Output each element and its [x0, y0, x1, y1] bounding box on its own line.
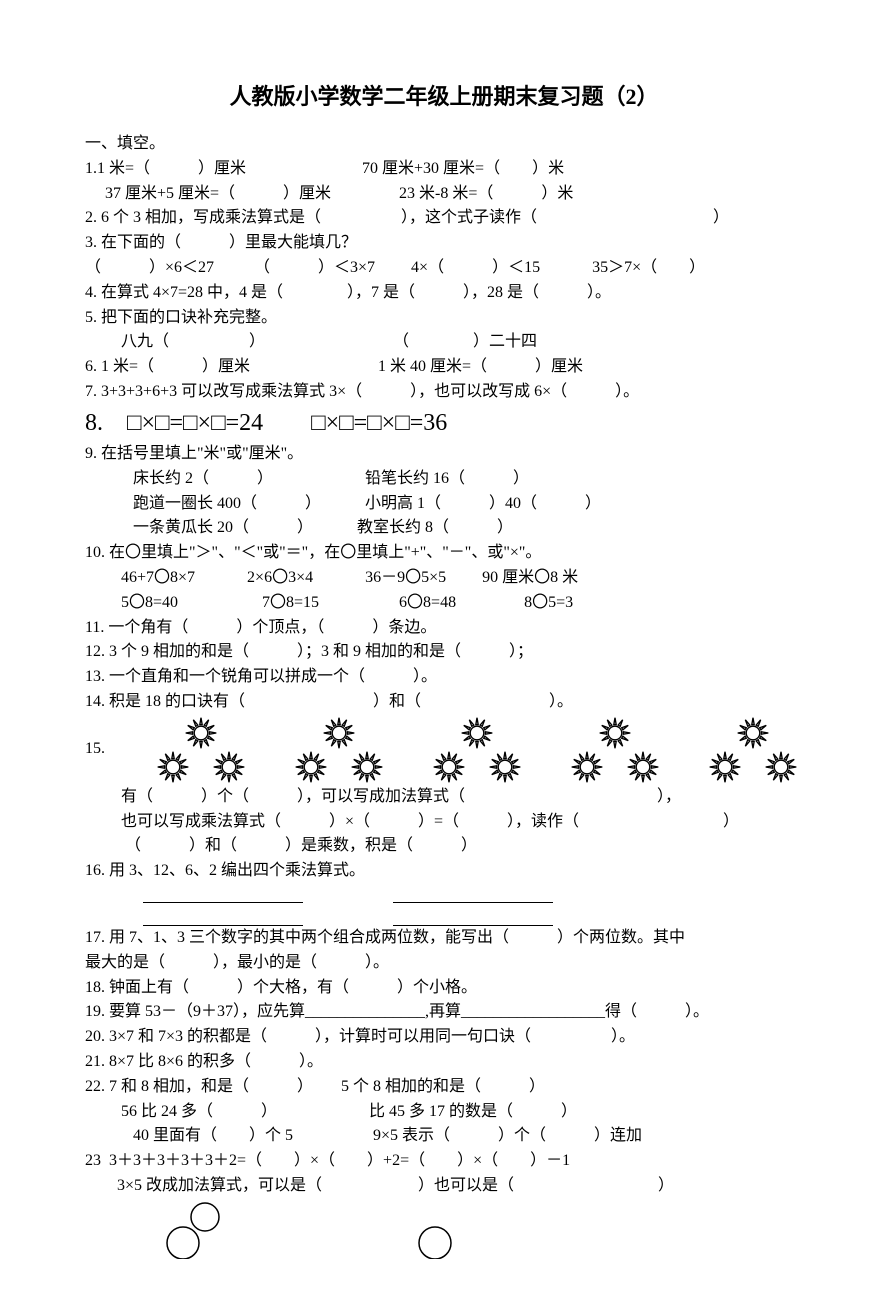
q4-line: 4. 在算式 4×7=28 中，4 是（ ），7 是（ ），28 是（ ）。 [85, 281, 803, 306]
q9-line-a: 9. 在括号里填上"米"或"厘米"。 [85, 442, 803, 467]
q10-line-b: 46+7〇8×7 2×6〇3×4 36－9〇5×5 90 厘米〇8 米 [85, 566, 803, 591]
q7-line: 7. 3+3+3+6+3 可以改写成乘法算式 3×（ ），也可以改写成 6×（ … [85, 380, 803, 405]
q10-line-a: 10. 在〇里填上"＞"、"＜"或"＝"，在〇里填上"+"、"－"、或"×"。 [85, 541, 803, 566]
sun-icon [350, 750, 384, 784]
sun-icon [598, 716, 632, 750]
sun-icon [708, 750, 742, 784]
sun-row [105, 735, 819, 765]
sun-icon [736, 716, 770, 750]
sun-icon [488, 750, 522, 784]
q1-line-b: 37 厘米+5 厘米=（ ）厘米 23 米-8 米=（ ）米 [85, 182, 803, 207]
q15-label: 15. [85, 737, 105, 762]
q3-line-a: 3. 在下面的（ ）里最大能填几？ [85, 231, 803, 256]
sun-group [549, 716, 681, 784]
sun-icon [322, 716, 356, 750]
q19-line: 19. 要算 53－（9＋37），应先算_______________,再算__… [85, 1000, 803, 1025]
q6-line: 6. 1 米=（ ）厘米 1 米 40 厘米=（ ）厘米 [85, 355, 803, 380]
section-heading: 一、填空。 [85, 132, 803, 157]
sun-icon [432, 750, 466, 784]
sun-icon [294, 750, 328, 784]
circle-icon-group [145, 1199, 545, 1259]
sun-icon [460, 716, 494, 750]
q3-line-b: （ ）×6＜27 （ ）＜3×7 4×（ ）＜15 35＞7×（ ） [85, 256, 803, 281]
q15-line-b: 也可以写成乘法算式（ ）×（ ）=（ ），读作（ ） [85, 810, 803, 835]
sun-group [273, 716, 405, 784]
q9-line-d: 一条黄瓜长 20（ ） 教室长约 8（ ） [85, 516, 803, 541]
q15-line-a: 有（ ）个（ ），可以写成加法算式（ ）， [85, 785, 803, 810]
q23-line-b: 3×5 改成加法算式，可以是（ ）也可以是（ ） [85, 1174, 803, 1199]
q1-line-a: 1.1 米=（ ）厘米 70 厘米+30 厘米=（ ）米 [85, 157, 803, 182]
q10-line-c: 5〇8=40 7〇8=15 6〇8=48 8〇5=3 [85, 591, 803, 616]
q20-line: 20. 3×7 和 7×3 的积都是（ ），计算时可以用同一句口诀（ ）。 [85, 1025, 803, 1050]
q9-line-b: 床长约 2（ ） 铅笔长约 16（ ） [85, 467, 803, 492]
q9-line-c: 跑道一圈长 400（ ） 小明高 1（ ）40（ ） [85, 492, 803, 517]
q22-line-a: 22. 7 和 8 相加，和是（ ） 5 个 8 相加的和是（ ） [85, 1075, 803, 1100]
sun-group [687, 716, 819, 784]
q12-line: 12. 3 个 9 相加的和是（ ）；3 和 9 相加的和是（ ）； [85, 640, 803, 665]
q14-line: 14. 积是 18 的口诀有（ ）和（ ）。 [85, 690, 803, 715]
sun-group [411, 716, 543, 784]
sun-icon [570, 750, 604, 784]
q16-blanks-row2 [85, 911, 803, 926]
q8-line: 8. □×□=□×□=24 □×□=□×□=36 [85, 405, 803, 442]
blank-line [393, 911, 553, 926]
q5-line-b: 八九（ ） （ ）二十四 [85, 330, 803, 355]
q22-line-c: 40 里面有（ ）个 5 9×5 表示（ ）个（ ）连加 [85, 1124, 803, 1149]
sun-icon [184, 716, 218, 750]
sun-icon [212, 750, 246, 784]
q2-line: 2. 6 个 3 相加，写成乘法算式是（ ），这个式子读作（ ） [85, 206, 803, 231]
q11-line: 11. 一个角有（ ）个顶点，（ ）条边。 [85, 616, 803, 641]
page-title: 人教版小学数学二年级上册期末复习题（2） [85, 80, 803, 114]
sun-icon [626, 750, 660, 784]
blank-line [393, 888, 553, 903]
q17-line-a: 17. 用 7、1、3 三个数字的其中两个组合成两位数，能写出（ ）个两位数。其… [85, 926, 803, 951]
q15-line-c: （ ）和（ ）是乘数，积是（ ） [85, 834, 803, 859]
blank-line [143, 911, 303, 926]
blank-line [143, 888, 303, 903]
sun-group [135, 716, 267, 784]
worksheet-page: 人教版小学数学二年级上册期末复习题（2） 一、填空。 1.1 米=（ ）厘米 7… [0, 0, 888, 1299]
q17-line-b: 最大的是（ ），最小的是（ ）。 [85, 951, 803, 976]
q21-line: 21. 8×7 比 8×6 的积多（ ）。 [85, 1050, 803, 1075]
q15-figure: 15. [85, 715, 803, 785]
q16-blanks-row1 [85, 888, 803, 903]
q23-line-a: 23 3＋3＋3＋3＋3＋2=（ ）×（ ）+2=（ ）×（ ）－1 [85, 1149, 803, 1174]
sun-icon [156, 750, 190, 784]
sun-icon [764, 750, 798, 784]
q5-line-a: 5. 把下面的口诀补充完整。 [85, 306, 803, 331]
q13-line: 13. 一个直角和一个锐角可以拼成一个（ ）。 [85, 665, 803, 690]
q16-line: 16. 用 3、12、6、2 编出四个乘法算式。 [85, 859, 803, 884]
circles-figure [85, 1199, 803, 1259]
q22-line-b: 56 比 24 多（ ） 比 45 多 17 的数是（ ） [85, 1100, 803, 1125]
q18-line: 18. 钟面上有（ ）个大格，有（ ）个小格。 [85, 976, 803, 1001]
